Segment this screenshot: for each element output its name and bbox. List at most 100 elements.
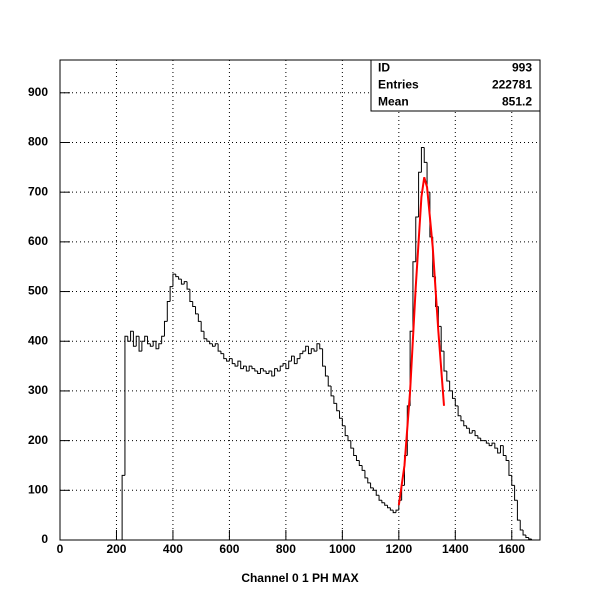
histogram-bin (175, 274, 179, 278)
histogram-bin (333, 395, 337, 404)
histogram-bin (288, 360, 292, 369)
histogram-bin (316, 343, 320, 352)
histogram-bin (155, 341, 159, 350)
y-tick-label: 700 (28, 184, 48, 198)
x-tick-label: 1000 (329, 542, 356, 556)
histogram-bin (322, 348, 326, 367)
histogram-bin (124, 335, 128, 476)
histogram-bin (463, 420, 467, 427)
histogram-bin (228, 358, 233, 362)
histogram-bin (149, 343, 154, 347)
x-tick-label: 200 (106, 542, 126, 556)
histogram-bin (381, 500, 385, 504)
histogram-bin (339, 410, 343, 419)
histogram-bin (344, 425, 348, 437)
histogram-bin (203, 331, 207, 340)
histogram-bin (350, 440, 354, 449)
histogram-bin (327, 376, 332, 387)
histogram-bin (392, 510, 396, 514)
histogram-bin (418, 171, 422, 218)
histogram-bin (415, 216, 419, 262)
histogram-bin (375, 490, 380, 496)
histogram-bin (395, 509, 399, 513)
histogram-bin (372, 487, 377, 491)
histogram-bin (141, 340, 145, 352)
histogram-bin (257, 371, 261, 375)
stats-value: 851.2 (502, 95, 532, 109)
histogram-bin (254, 368, 258, 372)
histogram-bin (336, 403, 340, 412)
y-tick-label: 0 (41, 532, 48, 546)
histogram-bin (217, 343, 221, 352)
histogram-bin (291, 355, 295, 362)
histogram-bin (231, 358, 236, 365)
histogram-bin (147, 336, 151, 345)
histogram-bin (471, 430, 476, 434)
histogram-bin (169, 286, 173, 302)
histogram-bin (166, 300, 171, 322)
histogram-bin (178, 276, 182, 280)
stats-box (370, 59, 541, 112)
histogram-bin (226, 358, 230, 362)
histogram-bin (152, 340, 156, 347)
stats-label: ID (378, 61, 390, 75)
histogram-bin (192, 301, 196, 307)
histogram-bin (180, 279, 185, 285)
histogram-bin (387, 505, 391, 509)
histogram-bin (420, 146, 425, 173)
histogram-bin (451, 390, 456, 399)
histogram-bin (367, 477, 371, 484)
histogram-bin (361, 465, 365, 471)
histogram-bin (197, 313, 202, 322)
histogram-bin (172, 273, 176, 287)
histogram-bin (302, 350, 306, 354)
histogram-bin (200, 321, 204, 332)
stats-label: Entries (378, 78, 419, 92)
y-tick-label: 500 (28, 284, 48, 298)
histogram-bin (457, 405, 461, 417)
y-tick-label: 800 (28, 135, 48, 149)
histogram-bin (412, 261, 416, 332)
x-tick-label: 0 (57, 542, 64, 556)
histogram-bin (516, 500, 521, 521)
y-tick-label: 400 (28, 333, 48, 347)
histogram-bin (132, 331, 137, 347)
histogram-bin (186, 281, 190, 290)
histogram-bin (440, 326, 444, 352)
y-tick-label: 200 (28, 433, 48, 447)
histogram-bin (279, 365, 284, 372)
histogram-bin (293, 356, 298, 365)
histogram-bin (265, 371, 269, 375)
histogram-bin (358, 460, 363, 466)
histogram-bin (324, 366, 329, 377)
histogram-bin (138, 336, 142, 352)
histogram-bin (525, 535, 529, 539)
histogram-bin (223, 353, 227, 360)
x-tick-label: 1400 (442, 542, 469, 556)
histogram-bin (519, 520, 524, 531)
histogram-bin (497, 448, 501, 454)
histogram-bin (307, 346, 312, 355)
histogram-bin (237, 360, 241, 367)
histogram-bin (522, 530, 526, 536)
histogram-bin (251, 366, 255, 370)
stats-value: 993 (512, 61, 532, 75)
histogram-bin (528, 537, 532, 540)
histogram-bin (234, 363, 238, 367)
histogram-bin (245, 366, 250, 372)
x-tick-label: 600 (219, 542, 239, 556)
histogram-bin (285, 363, 289, 370)
histogram-bin (121, 474, 125, 540)
histogram-bin (502, 445, 507, 457)
histogram-bin (268, 370, 272, 374)
plot-frame (59, 59, 541, 541)
histogram-bin (161, 335, 165, 344)
histogram-bin (248, 365, 252, 372)
histogram-bin (499, 445, 504, 454)
histogram-bin (130, 330, 134, 342)
histogram-bin (466, 425, 470, 429)
stats-value: 222781 (492, 78, 532, 92)
histogram-bin (370, 482, 374, 489)
histogram-bin (330, 385, 334, 397)
